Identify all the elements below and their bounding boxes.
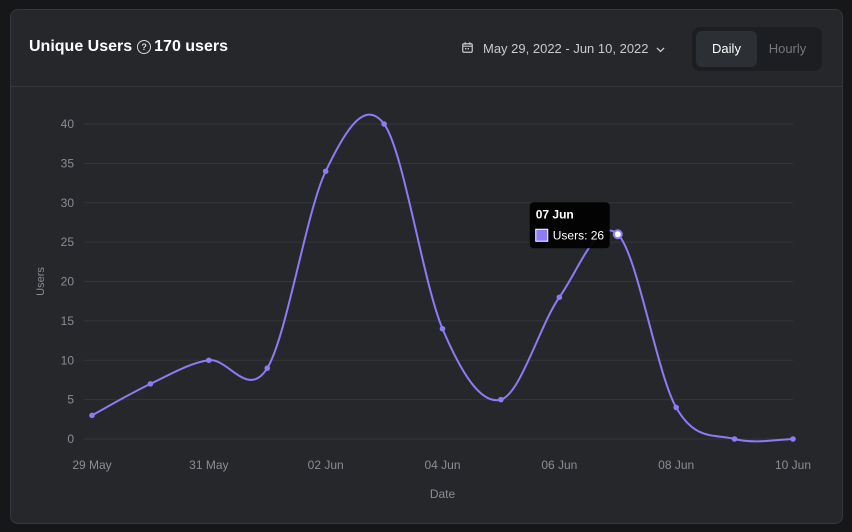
y-tick-label: 35 bbox=[61, 156, 75, 170]
y-axis-title: Users bbox=[35, 267, 47, 296]
y-tick-label: 40 bbox=[61, 117, 75, 131]
help-circle-icon[interactable]: ? bbox=[137, 40, 152, 54]
chevron-down-icon bbox=[656, 41, 665, 56]
y-tick-label: 5 bbox=[67, 393, 74, 407]
y-tick-label: 25 bbox=[61, 235, 75, 249]
tooltip-title: 07 Jun bbox=[536, 207, 574, 221]
daily-toggle-button[interactable]: Daily bbox=[696, 31, 757, 67]
tooltip-box bbox=[529, 202, 610, 249]
user-count: 170 users bbox=[154, 38, 228, 55]
title-text: Unique Users bbox=[29, 38, 133, 55]
card-title: Unique Users ? 170 users bbox=[29, 38, 228, 56]
data-point bbox=[790, 436, 796, 442]
date-range-label: May 29, 2022 - Jun 10, 2022 bbox=[483, 41, 649, 56]
data-point-highlighted bbox=[612, 229, 623, 240]
data-point bbox=[731, 436, 738, 442]
card-header: Unique Users ? 170 users May 29, 2022 - … bbox=[11, 10, 842, 87]
granularity-toggle: Daily Hourly bbox=[692, 27, 822, 71]
x-axis-title: Date bbox=[430, 487, 456, 501]
data-point bbox=[381, 121, 387, 127]
data-point bbox=[673, 404, 679, 411]
x-tick-label: 31 May bbox=[189, 458, 228, 472]
y-tick-label: 15 bbox=[61, 314, 75, 328]
data-point bbox=[556, 294, 563, 301]
data-point bbox=[206, 357, 212, 364]
x-tick-label: 06 Jun bbox=[541, 458, 577, 472]
x-tick-label: 02 Jun bbox=[308, 458, 344, 472]
calendar-icon bbox=[462, 41, 473, 56]
data-point bbox=[439, 325, 446, 332]
unique-users-card: Unique Users ? 170 users May 29, 2022 - … bbox=[10, 9, 843, 524]
tooltip-swatch bbox=[535, 228, 549, 242]
y-tick-label: 30 bbox=[61, 196, 75, 210]
hourly-toggle-button[interactable]: Hourly bbox=[768, 41, 807, 56]
data-point bbox=[498, 396, 504, 403]
x-tick-label: 04 Jun bbox=[424, 458, 460, 472]
users-line-chart: 0 5 10 15 20 25 30 35 40 29 May 31 May 02 Jun 04 Jun… bbox=[35, 113, 811, 501]
y-tick-label: 10 bbox=[61, 353, 75, 367]
y-tick-label: 20 bbox=[61, 275, 75, 289]
data-point bbox=[264, 365, 271, 371]
tooltip-label: Users: 26 bbox=[553, 228, 605, 242]
x-tick-label: 29 May bbox=[72, 458, 111, 472]
data-point bbox=[322, 168, 329, 175]
data-point bbox=[147, 381, 154, 387]
y-tick-label: 0 bbox=[67, 432, 74, 446]
date-range-picker[interactable]: May 29, 2022 - Jun 10, 2022 bbox=[462, 41, 665, 56]
users-series-line bbox=[91, 113, 794, 443]
x-tick-label: 10 Jun bbox=[775, 458, 811, 472]
data-point bbox=[89, 412, 95, 419]
x-tick-label: 08 Jun bbox=[658, 458, 694, 472]
